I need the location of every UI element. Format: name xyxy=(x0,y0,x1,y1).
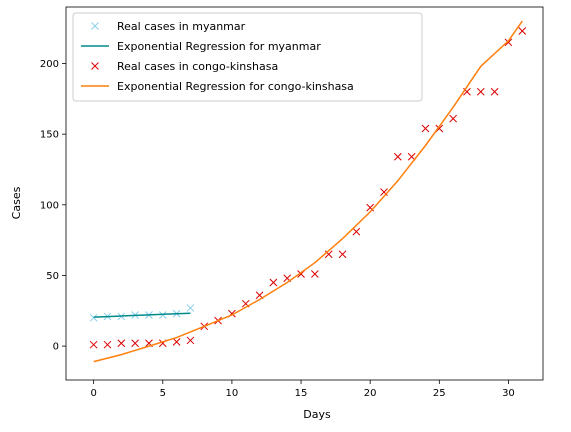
x-tick-label: 5 xyxy=(160,388,166,399)
x-tick-label: 20 xyxy=(364,388,377,399)
marker-stroke xyxy=(89,313,98,322)
legend-item: Exponential Regression for myanmar xyxy=(81,40,321,53)
marker-stroke xyxy=(490,87,499,96)
marker-stroke xyxy=(380,188,388,196)
y-tick-label: 100 xyxy=(40,200,59,211)
data-point-real-cases-in-congo-kinshasa xyxy=(393,152,402,161)
x-axis-label: Days xyxy=(303,408,331,421)
data-point-real-cases-in-congo-kinshasa xyxy=(117,339,126,348)
legend-label: Real cases in myanmar xyxy=(117,20,246,33)
marker-stroke xyxy=(324,250,333,259)
legend-marker-swatch xyxy=(91,22,99,30)
data-point-real-cases-in-congo-kinshasa xyxy=(311,270,319,278)
data-point-real-cases-in-congo-kinshasa xyxy=(172,337,181,346)
marker-stroke xyxy=(103,340,112,349)
marker-stroke xyxy=(463,87,471,96)
data-point-real-cases-in-congo-kinshasa xyxy=(504,38,513,47)
marker-stroke xyxy=(407,152,416,161)
data-point-real-cases-in-congo-kinshasa xyxy=(103,340,112,349)
marker-stroke xyxy=(366,203,375,212)
data-point-real-cases-in-congo-kinshasa xyxy=(476,87,485,96)
data-point-real-cases-in-myanmar xyxy=(186,304,195,312)
marker-stroke xyxy=(145,339,153,348)
data-point-real-cases-in-congo-kinshasa xyxy=(421,124,430,133)
marker-stroke xyxy=(421,124,430,133)
data-point-real-cases-in-myanmar xyxy=(89,313,98,322)
legend-label: Exponential Regression for congo-kinshas… xyxy=(117,80,354,93)
marker-stroke xyxy=(311,270,319,278)
y-tick-label: 200 xyxy=(40,59,59,70)
legend: Real cases in myanmar Exponential Regress… xyxy=(72,12,423,102)
plot-area xyxy=(89,20,527,363)
data-point-real-cases-in-congo-kinshasa xyxy=(269,278,278,287)
marker-stroke xyxy=(186,336,195,345)
legend-label: Exponential Regression for myanmar xyxy=(117,40,321,53)
marker-stroke xyxy=(504,38,513,47)
marker-stroke xyxy=(393,152,402,161)
marker-stroke xyxy=(241,299,250,308)
x-tick-label: 25 xyxy=(433,388,446,399)
marker-stroke xyxy=(131,339,139,348)
data-point-real-cases-in-congo-kinshasa xyxy=(352,227,361,236)
marker-stroke xyxy=(518,27,527,35)
marker-stroke xyxy=(186,304,195,312)
x-tick-label: 15 xyxy=(295,388,308,399)
legend-marker-swatch xyxy=(91,62,99,70)
marker-stroke xyxy=(269,278,278,287)
x-tick-label: 10 xyxy=(226,388,239,399)
data-point-real-cases-in-congo-kinshasa xyxy=(131,339,139,348)
y-tick-label: 150 xyxy=(40,130,59,141)
legend-label: Real cases in congo-kinshasa xyxy=(117,60,278,73)
y-axis-label: Cases xyxy=(10,186,23,219)
marker-stroke xyxy=(117,339,126,348)
x-tick-label: 0 xyxy=(90,388,96,399)
marker-stroke xyxy=(476,87,485,96)
legend-item: Exponential Regression for congo-kinshas… xyxy=(81,80,354,93)
series-line-exponential-regression-for-myanmar xyxy=(93,312,191,318)
plot-frame xyxy=(65,6,544,381)
data-point-real-cases-in-congo-kinshasa xyxy=(89,340,98,349)
data-point-real-cases-in-congo-kinshasa xyxy=(490,87,499,96)
series-line-exponential-regression-for-congo-kinshasa xyxy=(93,20,523,363)
marker-stroke xyxy=(352,227,361,236)
legend-box xyxy=(72,12,423,102)
axes: 0 5 10 15 20 25 30 0 50 100 150 200 xyxy=(40,6,544,399)
marker-stroke xyxy=(255,291,264,300)
marker-stroke xyxy=(283,274,292,283)
legend-item: Real cases in myanmar xyxy=(91,20,246,33)
marker-stroke xyxy=(89,340,98,349)
legend-item: Real cases in congo-kinshasa xyxy=(91,60,278,73)
marker-stroke xyxy=(172,337,181,346)
y-tick-label: 50 xyxy=(46,271,59,282)
marker-stroke xyxy=(449,114,457,123)
data-point-real-cases-in-congo-kinshasa xyxy=(518,27,527,35)
marker-stroke xyxy=(338,250,347,259)
data-point-real-cases-in-congo-kinshasa xyxy=(338,250,347,259)
data-point-real-cases-in-congo-kinshasa xyxy=(186,336,195,345)
x-tick-label: 30 xyxy=(502,388,515,399)
y-tick-label: 0 xyxy=(53,342,59,353)
data-point-real-cases-in-congo-kinshasa xyxy=(449,114,457,123)
